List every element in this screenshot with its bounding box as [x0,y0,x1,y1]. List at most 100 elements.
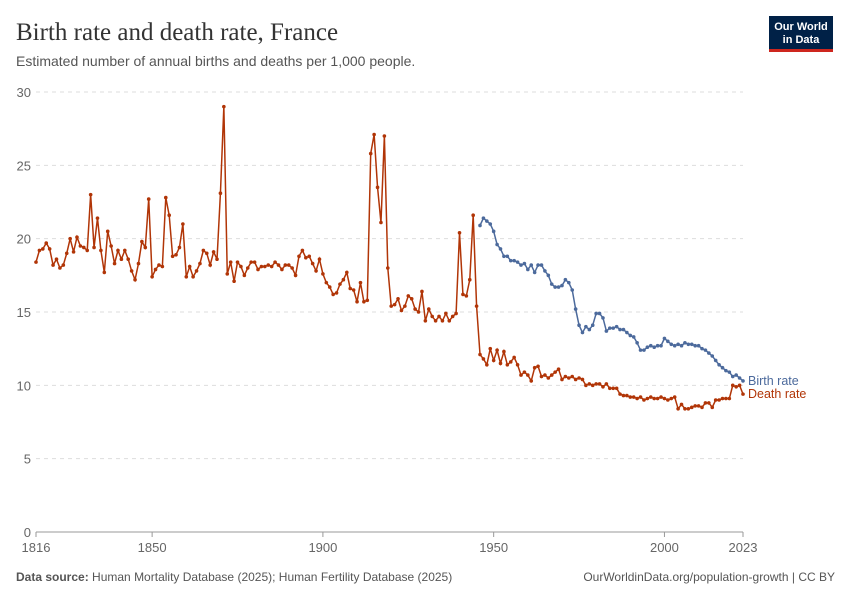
data-point [68,236,72,241]
data-point [44,241,49,245]
series-label: Birth rate [748,374,799,388]
data-point [700,405,704,410]
data-point [119,257,124,262]
data-point [577,323,581,328]
data-point [584,383,588,388]
data-point [297,254,301,259]
data-point [187,264,192,269]
data-point [635,396,639,401]
data-point [580,377,585,382]
data-point [82,245,86,250]
data-point [249,260,253,264]
data-point [522,261,527,266]
data-point [375,185,380,190]
data-point [642,348,646,352]
data-point [54,257,59,262]
data-point [604,382,609,386]
data-point [385,266,390,270]
data-point [276,263,281,267]
data-point [607,326,612,330]
data-point [508,360,513,364]
data-point [594,311,598,316]
data-point [426,307,431,311]
data-point [683,407,687,411]
data-point [396,297,400,301]
data-point [61,263,66,267]
data-point [543,269,547,273]
data-point [536,364,540,369]
x-tick-label: 1850 [138,540,167,555]
data-point [495,242,499,247]
data-point [228,260,233,264]
data-point [730,383,735,388]
data-point [457,231,462,235]
data-point [372,132,376,137]
data-point [689,342,694,347]
data-point [95,216,100,220]
data-point [604,329,609,333]
data-point [628,333,633,338]
data-point [532,365,537,370]
subtitle: Estimated number of annual births and de… [16,53,415,69]
data-point [471,213,475,217]
data-point [734,373,738,377]
data-point [563,374,568,379]
data-point [245,266,250,270]
data-point [78,244,83,248]
data-point [198,261,202,266]
data-point [655,396,660,401]
data-point [621,327,626,332]
data-point [365,298,370,303]
data-point [621,393,626,398]
data-point [720,396,725,401]
data-point [549,282,554,286]
data-point [273,260,277,264]
data-point [341,277,346,282]
data-point [358,280,363,285]
data-point [505,254,510,259]
data-point [717,363,721,367]
data-point [713,398,718,402]
data-point [331,292,335,297]
data-point [652,345,656,350]
logo-bar [769,49,833,52]
source-text: Human Mortality Database (2025); Human F… [92,570,452,584]
data-point [485,219,489,223]
y-tick-label: 10 [17,378,31,393]
data-point [720,365,725,370]
data-point [597,311,602,316]
data-point [208,263,212,267]
data-point [724,396,728,401]
data-point [676,407,680,411]
data-point [440,319,445,323]
data-point [345,270,349,275]
data-point [310,261,315,266]
y-tick-label: 15 [17,305,31,320]
data-point [584,324,588,329]
data-point [707,351,711,355]
data-point [512,258,516,263]
data-point [481,216,486,220]
chart-title: Birth rate and death rate, France [16,19,338,46]
data-point [485,363,489,367]
data-point [389,304,394,308]
data-point [502,254,506,259]
data-point [215,257,219,262]
data-point [567,376,571,380]
data-point [638,348,643,352]
data-point [399,308,404,313]
data-point [645,396,650,401]
data-point [403,304,407,308]
data-point [553,285,557,289]
data-point [614,324,619,329]
data-point [191,275,195,279]
data-point [679,343,684,348]
data-point [570,288,575,292]
data-point [416,310,421,314]
data-point [532,270,537,275]
data-point [256,267,260,272]
data-point [474,304,479,308]
data-point [163,195,168,200]
data-point [447,319,452,323]
